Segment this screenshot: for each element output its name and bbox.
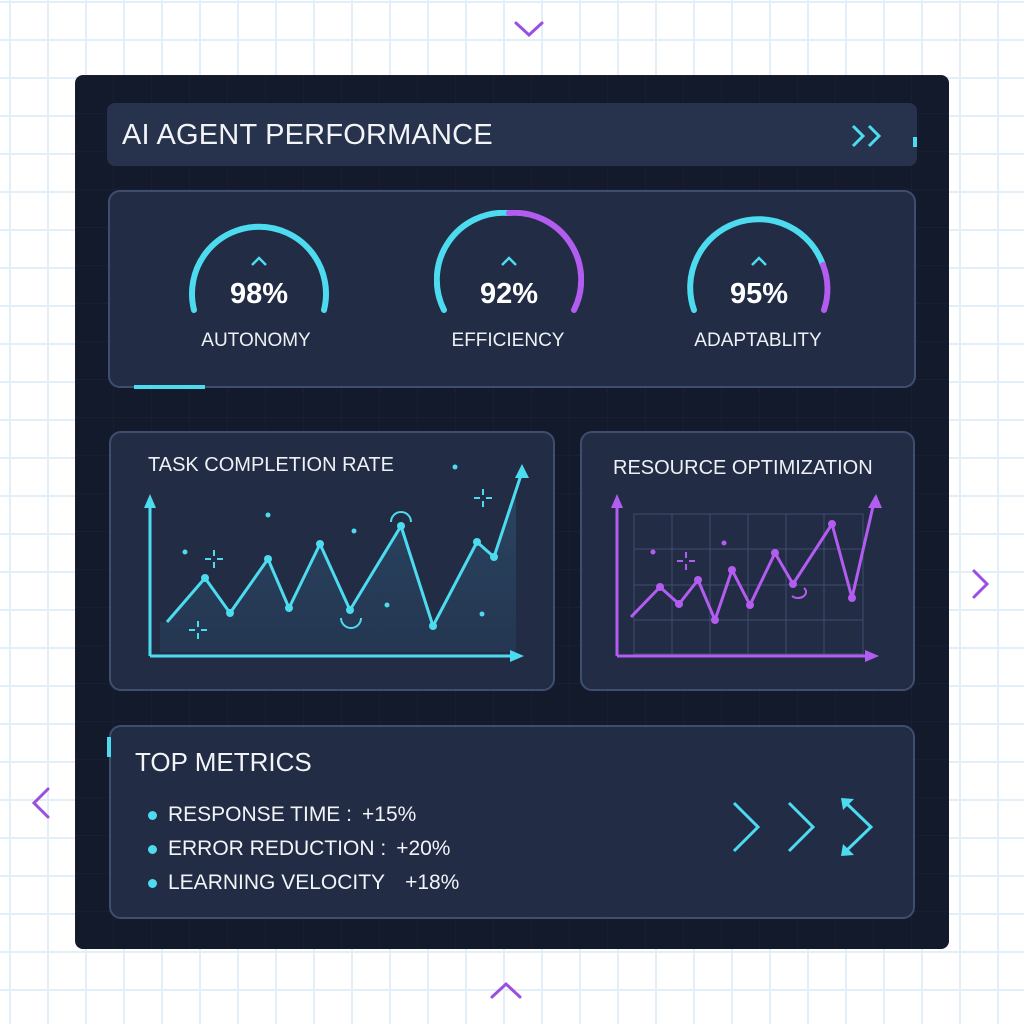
nav-right-chevron-icon[interactable]	[970, 568, 992, 600]
gauge-label: ADAPTABLITY	[694, 330, 822, 351]
metric-value: +15%	[362, 803, 417, 826]
metrics-accent-tick	[107, 737, 111, 757]
gauge-label: EFFICIENCY	[451, 330, 565, 351]
top-metrics-card	[109, 725, 915, 919]
metric-item-learning-velocity: LEARNING VELOCITY +18%	[148, 871, 459, 895]
chart-title: TASK COMPLETION RATE	[148, 454, 394, 476]
chevron-right-icon[interactable]	[786, 800, 818, 854]
gauge-label: AUTONOMY	[201, 330, 311, 351]
caret-up-icon	[501, 256, 517, 266]
caret-up-icon	[251, 256, 267, 266]
gauge-value: 95%	[729, 278, 789, 310]
metric-item-error-reduction: ERROR REDUCTION : +20%	[148, 837, 450, 861]
gauge-efficiency: 92%	[434, 210, 584, 360]
bullet-icon	[148, 844, 157, 854]
gauges-card-accent	[134, 385, 205, 389]
task-completion-line-chart	[144, 464, 529, 662]
metric-label: ERROR REDUCTION :	[168, 837, 387, 860]
gauge-adaptability: 95%	[684, 210, 834, 360]
chart-title: RESOURCE OPTIMIZATION	[613, 457, 873, 479]
gauge-value: 98%	[229, 278, 289, 310]
header-accent-tick	[913, 137, 917, 147]
bullet-icon	[148, 878, 157, 888]
bullet-icon	[148, 810, 157, 820]
page-title: AI AGENT PERFORMANCE	[122, 119, 493, 151]
caret-up-icon	[751, 256, 767, 266]
metric-label: RESPONSE TIME :	[168, 803, 352, 826]
header-bar: AI AGENT PERFORMANCE	[107, 103, 917, 166]
metric-value: +20%	[396, 837, 451, 860]
nav-left-chevron-icon[interactable]	[30, 786, 52, 820]
resource-optimization-line-chart	[611, 494, 882, 662]
gauge-autonomy: 98%	[184, 210, 334, 360]
double-chevron-right-icon[interactable]	[849, 123, 889, 149]
nav-up-chevron-icon[interactable]	[513, 20, 545, 40]
metric-value: +18%	[405, 871, 460, 894]
metric-label: LEARNING VELOCITY	[168, 871, 386, 894]
expand-arrows-icon[interactable]	[839, 796, 877, 858]
metric-item-response-time: RESPONSE TIME : +15%	[148, 803, 416, 827]
gauge-value: 92%	[479, 278, 539, 310]
nav-down-up-chevron-icon[interactable]	[489, 980, 523, 1000]
metrics-title: TOP METRICS	[135, 747, 312, 777]
chevron-right-icon[interactable]	[731, 800, 763, 854]
